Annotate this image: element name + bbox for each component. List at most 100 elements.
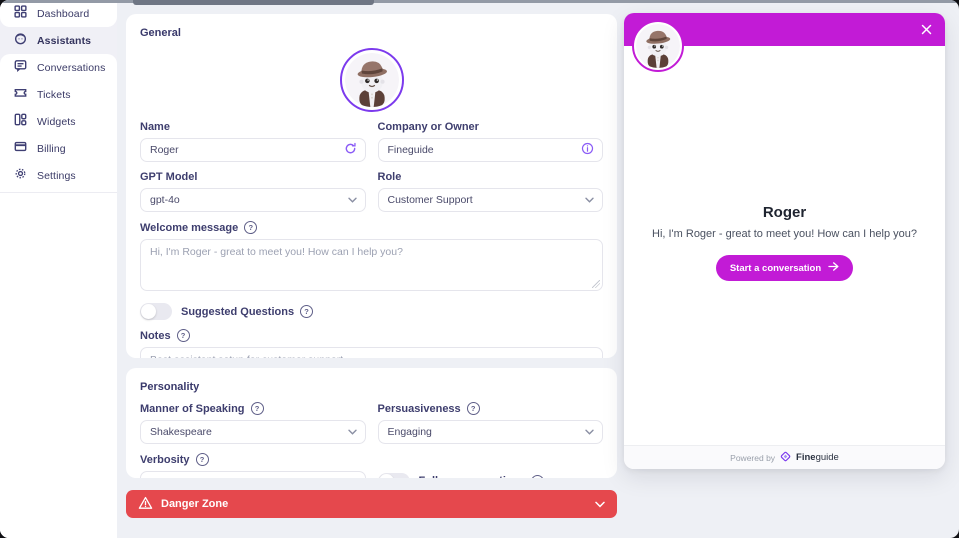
assistant-settings-main: General xyxy=(126,0,617,518)
help-icon[interactable]: ? xyxy=(244,221,258,234)
gpt-model-field-group: GPT Model gpt-4o xyxy=(140,162,366,212)
suggested-questions-label: Suggested Questions ? xyxy=(181,305,314,318)
send-icon xyxy=(828,262,839,274)
manner-value: Shakespeare xyxy=(150,426,212,438)
sidebar-item-label: Billing xyxy=(37,142,66,155)
manner-select[interactable]: Shakespeare xyxy=(140,420,366,444)
chat-widget-preview: Roger Hi, I'm Roger - great to meet you!… xyxy=(624,13,945,469)
conversations-icon xyxy=(14,59,27,77)
welcome-message-label: Welcome message xyxy=(140,221,239,234)
manner-field-group: Manner of Speaking ? Shakespeare xyxy=(140,393,366,444)
name-input[interactable]: Roger xyxy=(140,138,366,162)
followup-toggle[interactable] xyxy=(377,472,410,478)
start-conversation-button[interactable]: Start a conversation xyxy=(715,255,854,281)
assistant-avatar[interactable] xyxy=(339,48,404,112)
company-value: Fineguide xyxy=(387,144,434,156)
sidebar-item-label: Dashboard xyxy=(37,7,90,20)
help-icon[interactable]: ? xyxy=(250,402,264,415)
window-top-strip-segment xyxy=(133,0,374,5)
danger-zone-expander[interactable]: Danger Zone xyxy=(126,490,617,518)
sidebar-item-dashboard[interactable]: Dashboard xyxy=(0,0,117,27)
chevron-down-icon xyxy=(348,477,357,478)
notes-textarea[interactable]: Best assistant setup for customer suppor… xyxy=(140,347,603,358)
company-input[interactable]: Fineguide xyxy=(377,138,603,162)
welcome-message-textarea[interactable]: Hi, I'm Roger - great to meet you! How c… xyxy=(140,239,603,291)
help-icon[interactable]: ? xyxy=(531,474,545,478)
persuasiveness-label-row: Persuasiveness ? xyxy=(378,402,604,415)
window-top-strip xyxy=(0,0,959,3)
verbosity-value: Concise xyxy=(150,477,188,478)
start-conversation-label: Start a conversation xyxy=(729,262,822,274)
name-label: Name xyxy=(140,121,170,133)
chat-footer: Powered by Fine guide xyxy=(624,445,945,469)
notes-label-row: Notes ? xyxy=(140,329,603,342)
general-title: General xyxy=(140,27,181,39)
gpt-model-select[interactable]: gpt-4o xyxy=(140,188,366,212)
powered-by-text: Powered by xyxy=(730,452,776,463)
sidebar-item-label: Widgets xyxy=(37,115,76,128)
help-icon[interactable]: ? xyxy=(300,305,314,318)
persuasiveness-value: Engaging xyxy=(387,426,432,438)
resize-grip-icon[interactable] xyxy=(592,280,600,288)
verbosity-label-row: Verbosity ? xyxy=(140,453,366,466)
close-icon[interactable] xyxy=(919,22,934,37)
verbosity-field-group: Verbosity ? Concise xyxy=(140,444,366,478)
sidebar-divider xyxy=(0,192,117,193)
chat-avatar-image xyxy=(636,24,680,68)
assistants-icon xyxy=(14,32,27,50)
role-value: Customer Support xyxy=(387,194,473,206)
notes-label: Notes xyxy=(140,329,171,342)
billing-icon xyxy=(14,140,27,158)
name-field-group: Name Roger xyxy=(140,112,366,162)
welcome-message-label-row: Welcome message ? xyxy=(140,221,603,234)
widgets-icon xyxy=(14,113,27,131)
suggested-questions-label-text: Suggested Questions xyxy=(181,305,295,318)
company-field-group: Company or Owner Fineguide xyxy=(377,112,603,162)
sidebar-item-label: Tickets xyxy=(37,88,71,101)
persuasiveness-select[interactable]: Engaging xyxy=(377,420,603,444)
chat-body: Roger Hi, I'm Roger - great to meet you!… xyxy=(624,40,945,445)
followup-row: Follow-up questions ? xyxy=(377,472,604,478)
toggle-knob xyxy=(378,473,394,478)
manner-label: Manner of Speaking xyxy=(140,402,245,415)
dashboard-icon xyxy=(14,4,27,23)
company-label: Company or Owner xyxy=(377,121,479,133)
sidebar-item-label: Conversations xyxy=(37,61,106,74)
regenerate-name-icon[interactable] xyxy=(344,142,357,158)
sidebar-item-widgets[interactable]: Widgets xyxy=(0,108,117,135)
sidebar-item-settings[interactable]: Settings xyxy=(0,162,117,189)
danger-zone-label: Danger Zone xyxy=(161,498,229,510)
sidebar-item-tickets[interactable]: Tickets xyxy=(0,81,117,108)
chat-welcome-message: Hi, I'm Roger - great to meet you! How c… xyxy=(652,228,917,240)
name-value: Roger xyxy=(150,144,179,156)
suggested-questions-toggle[interactable] xyxy=(140,303,172,320)
chat-assistant-name: Roger xyxy=(762,204,807,221)
chevron-down-icon xyxy=(347,426,357,438)
general-card: General xyxy=(126,14,617,358)
sidebar-item-billing[interactable]: Billing xyxy=(0,135,117,162)
fineguide-brand: Fine guide xyxy=(796,452,839,463)
sidebar-section-bottom: Conversations Tickets Wi xyxy=(0,54,117,538)
sidebar-item-assistants[interactable]: Assistants xyxy=(0,27,117,54)
gpt-model-value: gpt-4o xyxy=(150,194,180,206)
role-select[interactable]: Customer Support xyxy=(377,188,603,212)
help-icon[interactable]: ? xyxy=(466,402,480,415)
chat-avatar xyxy=(632,20,684,72)
suggested-questions-row: Suggested Questions ? xyxy=(140,303,603,320)
welcome-message-value: Hi, I'm Roger - great to meet you! How c… xyxy=(150,246,403,258)
warning-triangle-icon xyxy=(138,496,153,513)
info-icon[interactable] xyxy=(581,142,594,158)
brand-bold: Fine xyxy=(796,452,816,463)
persuasiveness-field-group: Persuasiveness ? Engaging xyxy=(377,393,604,444)
help-icon[interactable]: ? xyxy=(176,329,190,342)
assistant-avatar-image xyxy=(344,53,399,107)
brand-rest: guide xyxy=(815,452,839,463)
followup-label: Follow-up questions ? xyxy=(419,474,545,478)
tickets-icon xyxy=(14,86,27,104)
sidebar-item-label: Settings xyxy=(37,169,76,182)
toggle-knob xyxy=(141,304,156,319)
sidebar-item-conversations[interactable]: Conversations xyxy=(0,54,117,81)
verbosity-select[interactable]: Concise xyxy=(140,471,366,478)
personality-title: Personality xyxy=(140,381,200,393)
help-icon[interactable]: ? xyxy=(195,453,209,466)
